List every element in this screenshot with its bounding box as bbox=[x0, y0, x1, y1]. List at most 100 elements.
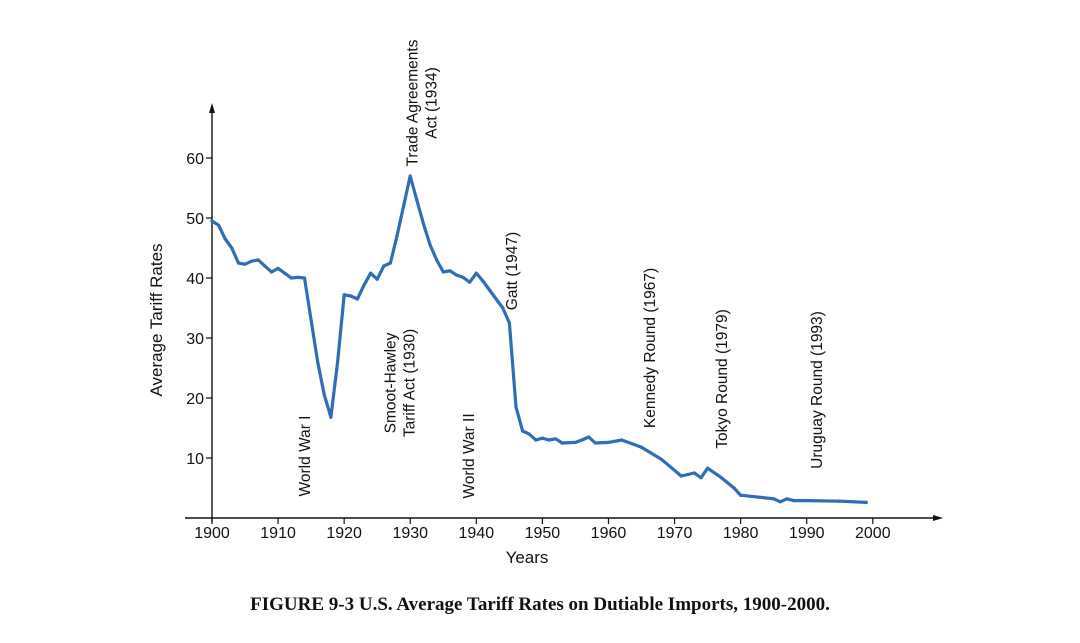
annotation-text: Uruguay Round (1993) bbox=[809, 311, 826, 469]
y-tick-label: 50 bbox=[186, 211, 204, 228]
data-point bbox=[560, 441, 564, 445]
x-tick-label: 1930 bbox=[392, 525, 428, 542]
data-point bbox=[468, 280, 472, 284]
tariff-line-chart: 1900 1910 1920 1930 1940 1950 1960 1970 1980 1990… bbox=[147, 39, 943, 567]
data-point bbox=[547, 438, 551, 442]
annotation-kennedy: Kennedy Round (1967) bbox=[642, 268, 659, 428]
data-point bbox=[316, 360, 320, 364]
data-point bbox=[639, 445, 644, 449]
data-point bbox=[322, 393, 326, 397]
data-point bbox=[474, 271, 478, 275]
data-point bbox=[408, 174, 412, 178]
annotation-ww2: World War II bbox=[461, 413, 478, 498]
annotation-text: World War II bbox=[461, 413, 478, 498]
data-point bbox=[263, 264, 267, 268]
data-point bbox=[732, 486, 736, 490]
data-point bbox=[785, 497, 789, 501]
data-point bbox=[230, 246, 234, 250]
data-point bbox=[210, 219, 214, 223]
data-point bbox=[217, 223, 221, 227]
data-point bbox=[448, 269, 452, 273]
annotation-trade: Trade Agreements Act (1934) bbox=[405, 39, 441, 166]
annotation-text: Kennedy Round (1967) bbox=[642, 268, 659, 428]
data-point bbox=[805, 499, 809, 503]
data-point bbox=[276, 266, 280, 270]
data-point bbox=[296, 275, 300, 279]
data-point bbox=[269, 270, 274, 274]
y-tick-label: 40 bbox=[186, 271, 204, 288]
annotation-text: Gatt (1947) bbox=[504, 232, 521, 310]
data-point bbox=[309, 318, 313, 322]
data-point bbox=[395, 234, 399, 238]
data-point bbox=[620, 438, 624, 442]
data-point bbox=[659, 457, 663, 461]
data-point bbox=[388, 261, 392, 265]
annotation-ww1: World War I bbox=[297, 416, 314, 497]
x-tick-label: 1990 bbox=[789, 525, 825, 542]
data-point bbox=[580, 438, 584, 442]
annotation-text: Smoot-Hawley bbox=[383, 332, 400, 433]
data-point bbox=[778, 500, 782, 504]
data-point bbox=[554, 437, 558, 441]
data-point bbox=[329, 415, 333, 419]
x-tick-label: 1960 bbox=[591, 525, 627, 542]
x-tick-label: 1940 bbox=[459, 525, 495, 542]
data-point bbox=[481, 279, 485, 283]
annotation-gatt: Gatt (1947) bbox=[504, 232, 521, 310]
figure-caption: FIGURE 9-3 U.S. Average Tariff Rates on … bbox=[250, 594, 830, 615]
data-point bbox=[507, 321, 511, 325]
x-tick-label: 1910 bbox=[260, 525, 296, 542]
annotation-smoot: Smoot-Hawley Tariff Act (1930) bbox=[383, 329, 419, 437]
x-axis-title: Years bbox=[506, 548, 549, 567]
data-point bbox=[593, 441, 597, 445]
data-point bbox=[302, 276, 307, 280]
data-point bbox=[349, 294, 353, 298]
data-point bbox=[692, 471, 697, 475]
data-point bbox=[342, 293, 346, 297]
data-point bbox=[606, 440, 611, 444]
data-point bbox=[289, 276, 293, 280]
data-point bbox=[494, 297, 498, 301]
data-point bbox=[461, 275, 465, 279]
data-point bbox=[527, 432, 531, 436]
data-point bbox=[864, 500, 868, 504]
data-point bbox=[706, 466, 710, 470]
data-point bbox=[250, 259, 254, 263]
data-point bbox=[223, 237, 227, 241]
data-point bbox=[369, 271, 373, 275]
annotation-text: Tariff Act (1930) bbox=[402, 329, 419, 437]
data-point bbox=[772, 497, 776, 501]
annotation-uruguay: Uruguay Round (1993) bbox=[809, 311, 826, 469]
data-point bbox=[435, 258, 439, 262]
x-tick-label: 1970 bbox=[657, 525, 693, 542]
data-point bbox=[375, 277, 379, 281]
data-point bbox=[587, 435, 591, 439]
y-tick-label: 20 bbox=[186, 391, 204, 408]
data-point bbox=[679, 474, 683, 478]
x-tick-label: 2000 bbox=[855, 525, 891, 542]
data-point bbox=[283, 271, 287, 275]
data-point bbox=[514, 405, 518, 409]
data-point bbox=[355, 297, 359, 301]
x-tick-label: 1900 bbox=[194, 525, 230, 542]
data-point bbox=[540, 436, 545, 440]
data-point bbox=[402, 204, 406, 208]
data-point bbox=[791, 499, 796, 503]
data-point bbox=[487, 288, 492, 292]
data-point bbox=[454, 273, 459, 277]
data-point bbox=[501, 306, 505, 310]
data-point bbox=[739, 493, 743, 497]
annotation-text: Tokyo Round (1979) bbox=[714, 309, 731, 449]
annotation-text: Trade Agreements bbox=[405, 39, 422, 166]
data-point bbox=[236, 261, 240, 265]
annotation-text: Act (1934) bbox=[424, 67, 441, 139]
x-tick-label: 1980 bbox=[723, 525, 759, 542]
data-point bbox=[534, 438, 538, 442]
series-line bbox=[210, 174, 868, 504]
data-point bbox=[521, 429, 525, 433]
annotation-text: World War I bbox=[297, 416, 314, 497]
y-tick-label: 60 bbox=[186, 151, 204, 168]
y-axis-title: Average Tariff Rates bbox=[147, 243, 166, 396]
x-tick-label: 1920 bbox=[326, 525, 362, 542]
y-tick-label: 30 bbox=[186, 331, 204, 348]
